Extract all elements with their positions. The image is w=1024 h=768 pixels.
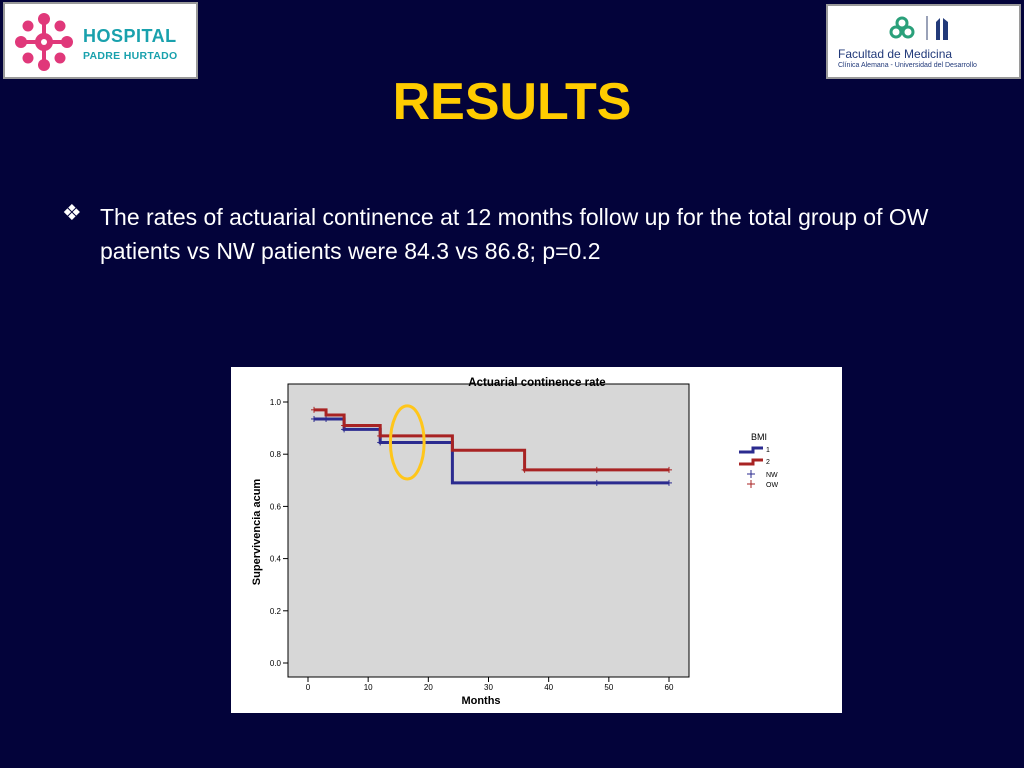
legend-label-4: OW [766,482,778,489]
legend-swatch-1 [739,446,763,454]
series-2-censor-mark [377,432,384,439]
series-2-censor-mark [593,466,600,473]
legend-label-2: 2 [766,459,770,466]
x-tick-label: 20 [424,683,433,692]
legend-title: BMI [751,432,767,442]
hospital-logo: HOSPITAL PADRE HURTADO [3,2,198,79]
x-tick-label: 50 [604,683,613,692]
x-tick-label: 10 [364,683,373,692]
chart-panel: Actuarial continence rate 0.0 0.2 0.4 0.6 0.… [231,367,842,713]
bullet-text: The rates of actuarial continence at 12 … [100,204,929,264]
hospital-emblem-icon [15,13,73,71]
hospital-logo-line1: HOSPITAL [83,26,177,46]
y-tick-label: 1.0 [270,398,282,407]
faculty-emblem-icon [889,16,948,40]
faculty-logo-line1: Facultad de Medicina [838,47,953,61]
series-1-censor-mark [593,479,600,486]
plot-area [287,383,690,678]
y-tick-label: 0.0 [270,659,282,668]
x-tick-label: 40 [544,683,553,692]
x-tick-label: 30 [484,683,493,692]
series-1-censor-mark [311,415,318,422]
series-1-censor-mark [666,479,672,486]
y-axis-label: Supervivencia acum [251,479,263,586]
series-2-censor-mark [666,466,672,473]
series-2-censor-mark [521,466,528,473]
hospital-logo-line2: PADRE HURTADO [83,50,178,62]
x-axis-label: Months [461,695,500,707]
x-tick-label: 60 [665,683,674,692]
series-2-censor-mark [311,406,318,413]
legend-swatch-2 [739,458,763,466]
series-2-line [314,408,669,472]
chart-legend: BMI 1 2 NW OW [739,432,778,489]
highlight-ellipse [388,404,426,481]
faculty-logo-line2: Clínica Alemana - Universidad del Desarr… [838,62,977,69]
x-tick-label: 0 [306,683,311,692]
series-2-censor-mark [341,422,348,429]
slide-title: RESULTS [392,73,632,131]
diamond-bullet-icon: ❖ [62,200,82,225]
y-tick-label: 0.8 [270,450,282,459]
legend-label-3: NW [766,472,778,479]
y-tick-label: 0.6 [270,502,282,511]
y-tick-label: 0.4 [270,555,282,564]
series-1-censor-mark [377,439,384,446]
faculty-logo: Facultad de Medicina Clínica Alemana - U… [826,4,1021,79]
y-tick-label: 0.2 [270,607,282,616]
chart-title: Actuarial continence rate [468,377,605,389]
legend-label-1: 1 [766,447,770,454]
series-1-censor-mark [323,415,330,422]
survival-chart: Actuarial continence rate 0.0 0.2 0.4 0.6 0.… [251,377,778,707]
